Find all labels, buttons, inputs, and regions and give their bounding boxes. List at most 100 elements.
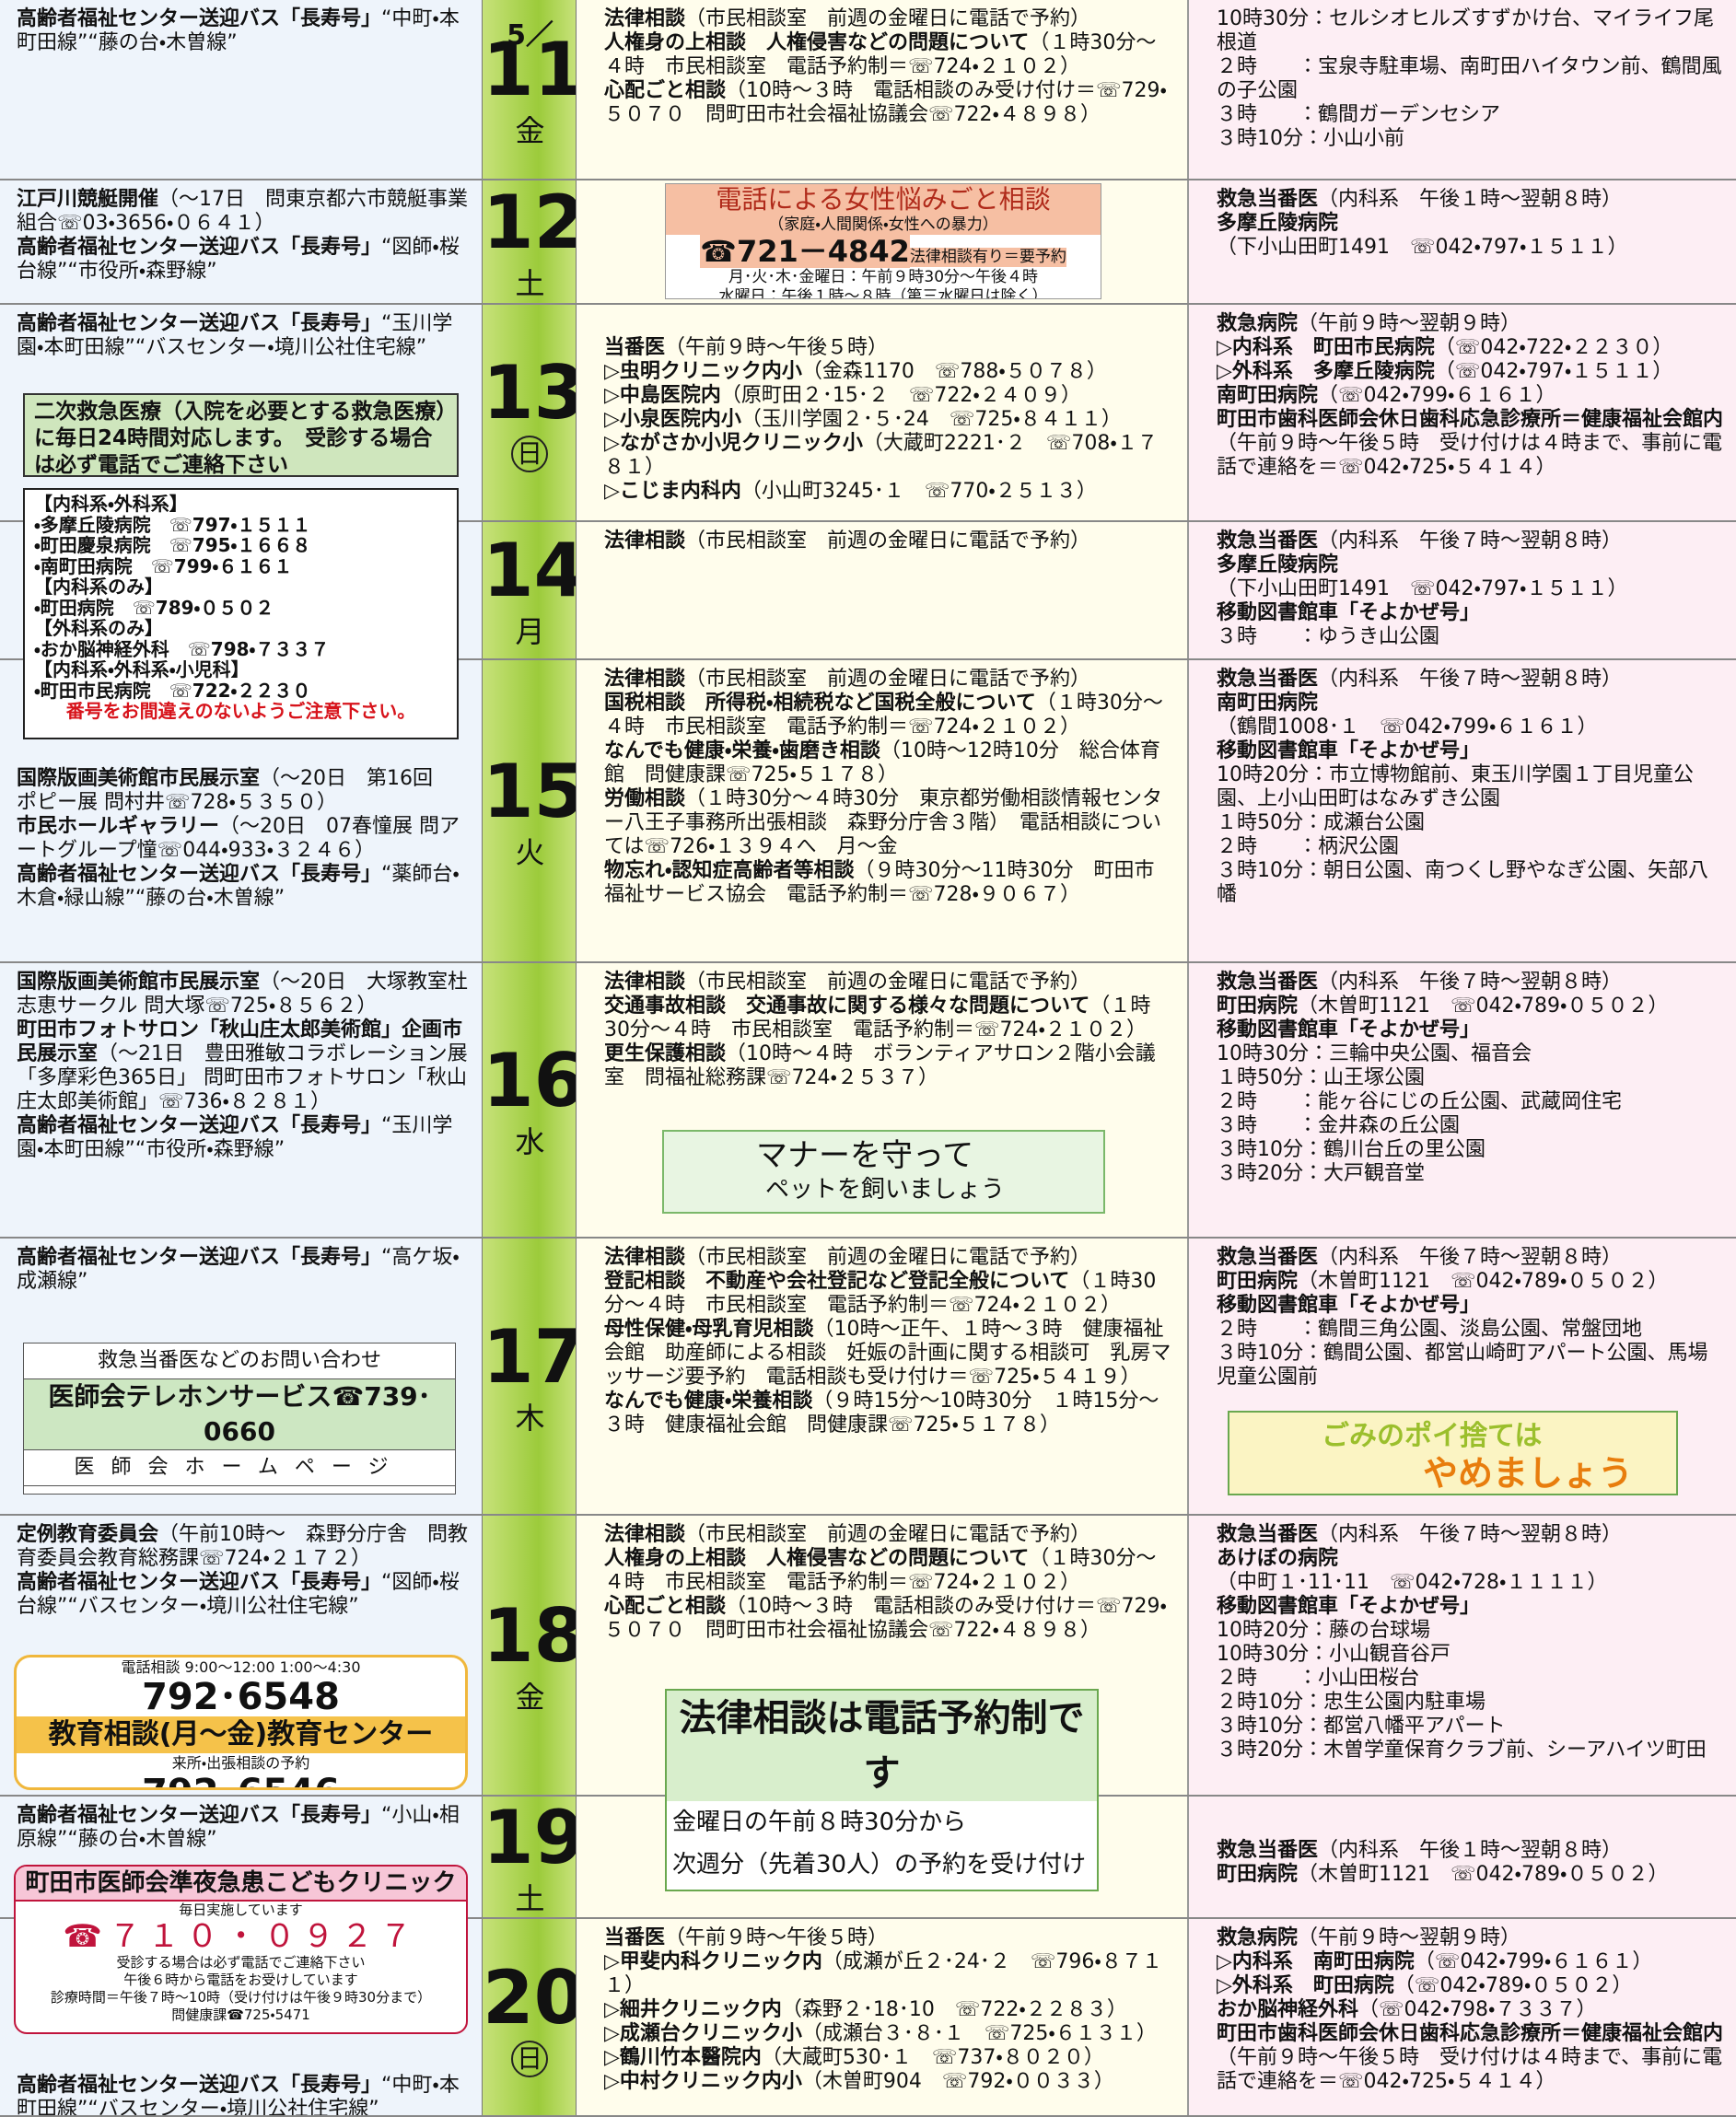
entry: 法律相談（市民相談室 前週の金曜日に電話で予約） xyxy=(604,1523,1174,1547)
entry-text: ２時 ：能ヶ谷にじの丘公園、武蔵岡住宅 xyxy=(1217,1090,1623,1113)
entry-text: （森野２･18･10 ☏722・２２８３） xyxy=(781,1998,1127,2021)
entry-title: ▷内科系 町田市民病院 xyxy=(1217,336,1435,359)
entry: 救急当番医（内科系 午後７時～翌朝８時） xyxy=(1217,1246,1725,1270)
entry-title: 高齢者福祉センター送迎バス「長寿号」 xyxy=(17,236,382,259)
entry-title: 高齢者福祉センター送迎バス「長寿号」 xyxy=(17,2074,382,2097)
entry-title: 高齢者福祉センター送迎バス「長寿号」 xyxy=(17,1114,382,1137)
entry-title: 高齢者福祉センター送迎バス「長寿号」 xyxy=(17,312,382,335)
middle-column: 当番医（午前９時～午後５時） ▷甲斐内科クリニック内（成瀬が丘２･24･２ ☏79… xyxy=(577,1919,1187,2115)
right-column: 救急病院（午前９時～翌朝９時） ▷内科系 南町田病院（☏042・799・６１６１）… xyxy=(1187,1919,1736,2115)
entry-text: ３時 ：ゆうき山公園 xyxy=(1217,625,1440,648)
entry: なんでも健康・栄養相談（９時15分～10時30分 １時15分～３時 健康福祉会館… xyxy=(604,1390,1174,1437)
entry-title: 救急当番医 xyxy=(1217,1839,1319,1862)
date-column: 13 日 xyxy=(482,305,577,520)
entry-text: （鶴間1008･１ ☏042・799・６１６１） xyxy=(1217,715,1598,739)
notice-line: ☎７１０・０９２７ xyxy=(63,1918,419,1955)
day-number: 16 xyxy=(483,1037,577,1123)
entry-title: 心配ごと相談 xyxy=(604,79,727,102)
entry-text: 10時30分：三輪中央公園、福音会 xyxy=(1217,1042,1532,1065)
entry: ３時 ：ゆうき山公園 xyxy=(1217,625,1725,649)
entry-text: ３時10分：鶴間公園、都営山崎町アパート公園、馬場児童公園前 xyxy=(1217,1342,1708,1389)
entry: ２時 ：宝泉寺駐車場、南町田ハイタウン前、鶴間風の子公園 xyxy=(1217,55,1725,103)
entry-text: ２時 ：柄沢公園 xyxy=(1217,835,1400,858)
entry-text: “図師・桜台線”“バスセンター・境川公社住宅線” xyxy=(17,1571,460,1618)
entry: ▷鶴川竹本醫院内（大蔵町530･１ ☏737・８０２０） xyxy=(604,2046,1174,2070)
entry: ▷虫明クリニック内小（金森1170 ☏788・５０７８） xyxy=(604,360,1174,384)
entry: 当番医（午前９時～午後５時） xyxy=(604,1926,1174,1950)
date-column: 19 土 xyxy=(482,1797,577,1917)
entry-title: ▷内科系 南町田病院 xyxy=(1217,1950,1415,1973)
middle-column: 法律相談（市民相談室 前週の金曜日に電話で予約） 登記相談 不動産や会社登記など登… xyxy=(577,1239,1187,1514)
entry-text: （☏042・799・６１６１） xyxy=(1318,384,1556,407)
entry: 法律相談（市民相談室 前週の金曜日に電話で予約） xyxy=(604,971,1174,995)
right-column: 救急当番医（内科系 午後７時～翌朝８時） 南町田病院 （鶴間1008･１ ☏042・… xyxy=(1187,660,1736,961)
entry-text: （１時30分～４時 市民相談室 電話予約制＝☏724・２１０２） xyxy=(604,1270,1157,1317)
entry: １時50分：山王塚公園 xyxy=(1217,1066,1725,1090)
notice-line: 教育相談(月～金)教育センター xyxy=(17,1716,465,1753)
weekday: 土 xyxy=(515,1880,545,1916)
weekday: 日 xyxy=(511,2040,548,2077)
entry-text: （下小山田町1491 ☏042・797・１５１１） xyxy=(1217,236,1628,259)
left-column: 江戸川競艇開催（～17日 問東京都六市競艇事業組合☏03・3656・０６４１）高… xyxy=(0,180,482,303)
entry-title: ▷鶴川竹本醫院内 xyxy=(604,2046,762,2069)
entry: なんでも健康・栄養・歯磨き相談（10時～12時10分 総合体育館 問健康課☏72… xyxy=(604,739,1174,787)
entry: 救急当番医（内科系 午後１時～翌朝８時） xyxy=(1217,188,1725,212)
notice-line: 受診する場合は必ず電話でご連絡下さい xyxy=(116,1954,366,1971)
left-column: 高齢者福祉センター送迎バス「長寿号」“中町・本町田線”“藤の台・木曽線” xyxy=(0,0,482,179)
entry-text: ３時 ：金井森の丘公園 xyxy=(1217,1114,1461,1137)
entry-text: （午前９時～翌朝９時） xyxy=(1298,1926,1521,1949)
entry: 救急当番医（内科系 午後７時～翌朝８時） xyxy=(1217,529,1725,553)
entry-title: 高齢者福祉センター送迎バス「長寿号」 xyxy=(17,7,382,30)
entry: 国際版画美術館市民展示室（～20日 第16回 ポピー展 問村井☏728・５３５０… xyxy=(17,767,472,815)
entry: ▷中村クリニック内小（木曽町904 ☏792・００３３） xyxy=(604,2070,1174,2094)
notice-line: 電話による女性悩みごと相談 xyxy=(666,184,1101,215)
entry-text: （１時30分～４時 市民相談室 電話予約制＝☏724・２１０２） xyxy=(604,1547,1157,1594)
notice-line: 【内科系のみ】 xyxy=(34,576,163,598)
entry-text: 10時20分：藤の台球場 xyxy=(1217,1619,1430,1642)
entry-title: 法律相談 xyxy=(604,1523,686,1546)
entry-title: 町田病院 xyxy=(1217,1863,1299,1886)
entry-text: （９時15分～10時30分 １時15分～３時 健康福祉会館 問健康課☏725・５… xyxy=(604,1390,1159,1437)
entry-text: （午前９時～午後５時 受け付けは４時まで、事前に電話で連絡を＝☏042・725・… xyxy=(1217,2046,1723,2093)
day-number: 20 xyxy=(483,1954,577,2041)
entry-text: （金森1170 ☏788・５０７８） xyxy=(801,360,1107,383)
pet-manners-banner: マナーを守って ペットを飼いましょう xyxy=(662,1130,1105,1214)
entry: ▷中島医院内（原町田２･15･２ ☏722・２４０９） xyxy=(604,384,1174,408)
right-column: 救急当番医（内科系 午後７時～翌朝８時） あけぼの病院 （中町１･11･11 ☏04… xyxy=(1187,1516,1736,1795)
date-column: 5／ 11 金 xyxy=(482,0,577,179)
entry: 町田市フォトサロン「秋山庄太郎美術館」企画市民展示室（～21日 豊田雅敏コラボレ… xyxy=(17,1018,472,1114)
entry: 人権身の上相談 人権侵害などの問題について（１時30分～４時 市民相談室 電話予… xyxy=(604,31,1174,79)
notice-line: ・町田病院 ☏789・０５０２ xyxy=(34,596,274,619)
entry-text: （１時30分～４時 市民相談室 電話予約制＝☏724・２１０２） xyxy=(604,995,1151,1041)
entry-text: “中町・本町田線”“バスセンター・境川公社住宅線” xyxy=(17,2074,460,2115)
weekday: 月 xyxy=(515,614,545,649)
notice-line: 法律相談は電話予約制です xyxy=(667,1691,1097,1801)
entry-text: （市民相談室 前週の金曜日に電話で予約） xyxy=(685,1246,1091,1269)
entry-title: 人権身の上相談 人権侵害などの問題について xyxy=(604,1547,1030,1570)
notice-line: ・おか脳神経外科 ☏798・７３３７ xyxy=(34,637,330,660)
entry-title: 登記相談 不動産や会社登記など登記全般について xyxy=(604,1270,1070,1293)
notice-line: やめましょう xyxy=(1423,1453,1634,1494)
weekday: 金 xyxy=(515,113,545,148)
entry-text: （１時30分～４時30分 東京都労働相談情報センター八王子事務所出張相談 森野分… xyxy=(604,787,1163,858)
entry: 南町田病院 xyxy=(1217,692,1725,715)
entry-text: ２時 ：宝泉寺駐車場、南町田ハイタウン前、鶴間風の子公園 xyxy=(1217,55,1722,102)
entry-text: （木曽町904 ☏792・００３３） xyxy=(801,2070,1114,2093)
day-number: 17 xyxy=(483,1313,577,1400)
entry-title: 高齢者福祉センター送迎バス「長寿号」 xyxy=(17,1571,382,1594)
entry-text: （10時～３時 電話相談のみ受け付け＝☏729・５０７０ 問町田市社会福祉協議会… xyxy=(604,1595,1167,1642)
entry: 救急当番医（内科系 午後７時～翌朝８時） xyxy=(1217,971,1725,995)
entry-title: 町田市歯科医師会休日歯科応急診療所＝健康福祉会館内 xyxy=(1217,408,1724,431)
entry-title: 救急当番医 xyxy=(1217,1246,1319,1269)
entry: 多摩丘陵病院 xyxy=(1217,553,1725,577)
month: 5／ xyxy=(507,19,553,52)
entry-title: ▷細井クリニック内 xyxy=(604,1998,782,2021)
entry-title: ▷中村クリニック内小 xyxy=(604,2070,802,2093)
entry: 労働相談（１時30分～４時30分 東京都労働相談情報センター八王子事務所出張相談… xyxy=(604,787,1174,859)
entry-text: “玉川学園・本町田線”“バスセンター・境川公社住宅線” xyxy=(17,312,453,359)
day-row: 国際版画美術館市民展示室（～20日 第16回 ポピー展 問村井☏728・５３５０… xyxy=(0,660,1736,963)
notice-line: ☎721－4842 xyxy=(700,234,910,269)
entry-title: 当番医 xyxy=(604,1926,666,1949)
entry: 国際版画美術館市民展示室（～20日 大塚教室杜志恵サークル 問大塚☏725・８５… xyxy=(17,971,472,1018)
day-number: 18 xyxy=(483,1592,577,1679)
